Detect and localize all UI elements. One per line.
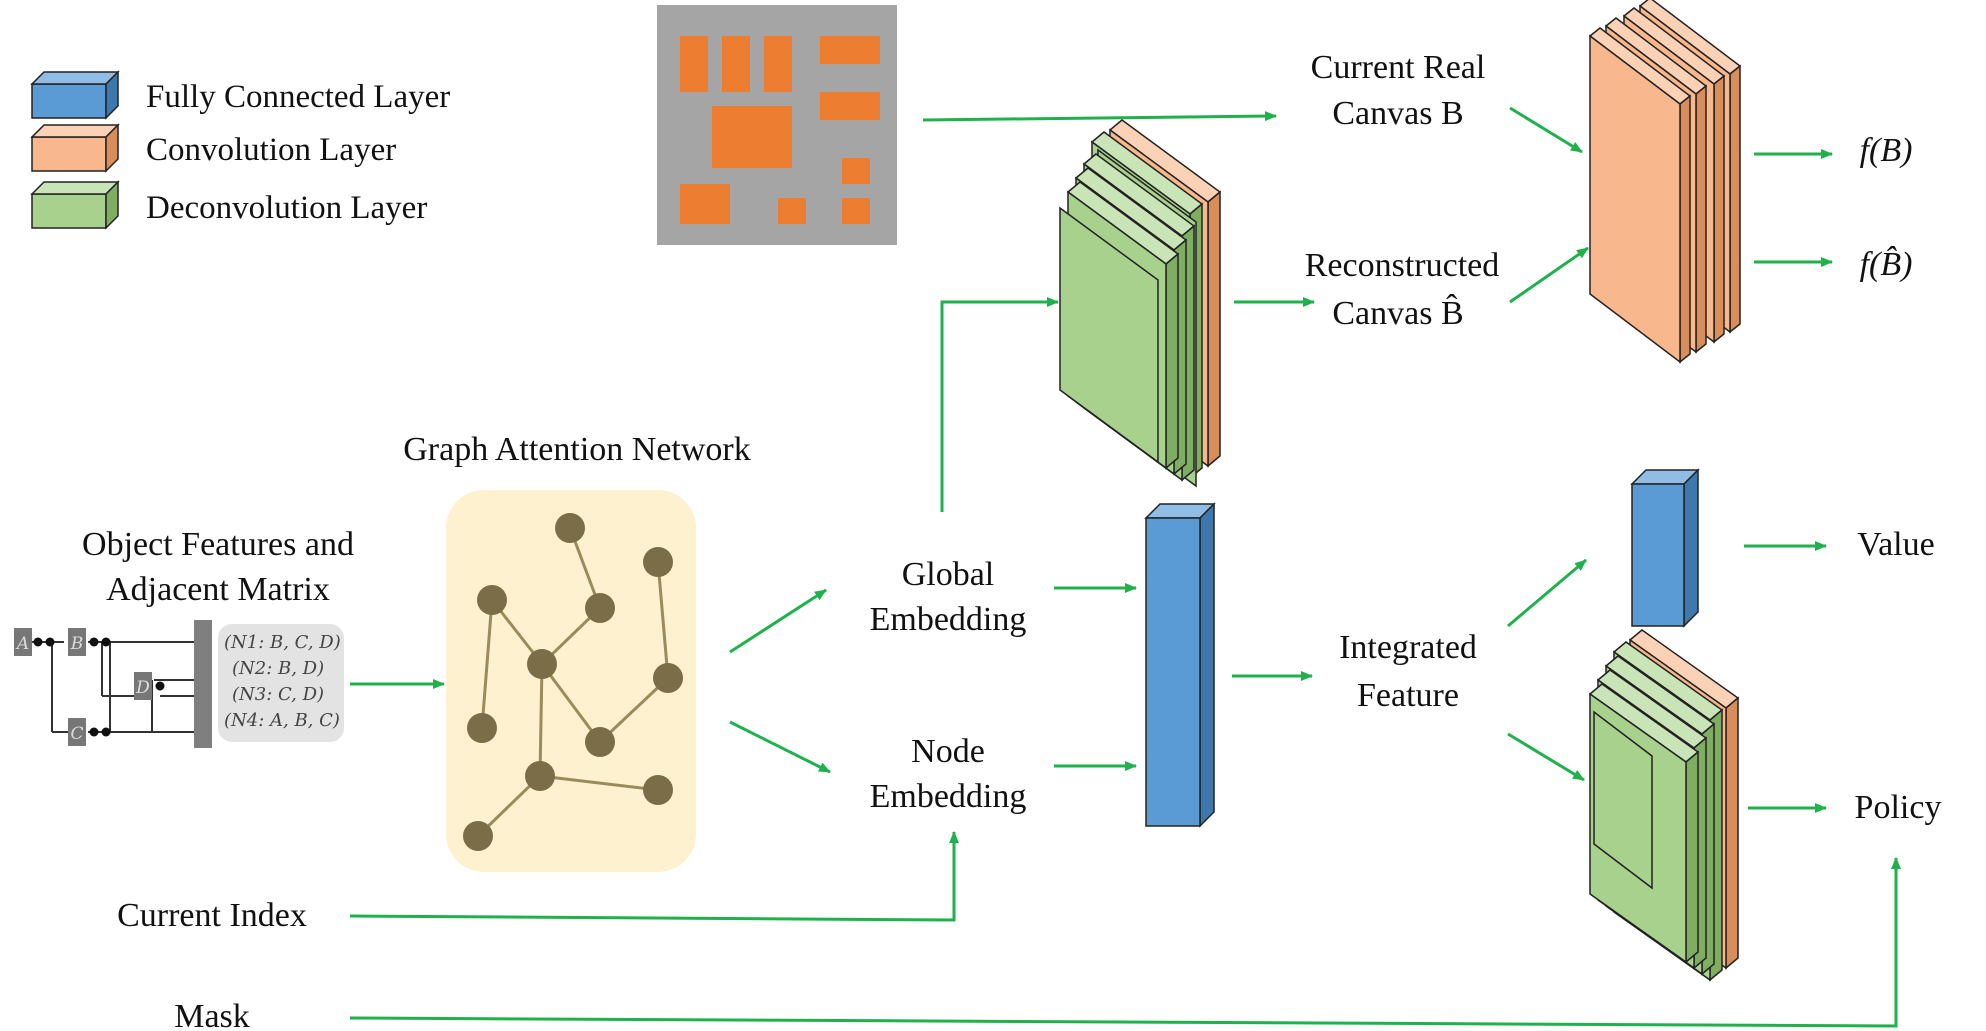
- canvas-layout-image: [657, 5, 897, 245]
- adjacency-row-2: (N2: B, D): [232, 658, 324, 679]
- deconv-stack-top: [1059, 119, 1222, 488]
- adjacency-row-3: (N3: C, D): [232, 684, 324, 705]
- matrix-node-c: C: [68, 718, 86, 746]
- current-index-label: Current Index: [117, 897, 307, 934]
- adjacency-row-4: (N4: A, B, C): [224, 710, 340, 731]
- gat-title: Graph Attention Network: [403, 431, 751, 468]
- value-output-label: Value: [1857, 526, 1934, 563]
- fc-layer-value: [1630, 468, 1700, 628]
- fc-layer-middle: [1144, 502, 1216, 828]
- adjacency-row-1: (N1: B, C, D): [224, 632, 341, 653]
- reconstructed-canvas-label-line1: Reconstructed: [1305, 247, 1500, 284]
- arrow-gat-to-node: [729, 720, 831, 774]
- arrow-global-to-deconv: [940, 297, 1059, 512]
- output-f-recon: f(B̂): [1860, 245, 1913, 283]
- integrated-feature-label-line2: Feature: [1357, 677, 1459, 714]
- legend-conv-label: Convolution Layer: [146, 132, 396, 168]
- svg-text:A: A: [15, 634, 29, 654]
- legend-conv-swatch: [30, 123, 120, 173]
- object-features-label-line1: Object Features and: [82, 526, 354, 563]
- node-embedding-label-line2: Embedding: [870, 778, 1027, 815]
- arrow-mask-to-policy: [349, 857, 1901, 1028]
- legend: Fully Connected Layer Convolution Layer …: [30, 70, 450, 230]
- legend-deconv-swatch: [30, 180, 120, 230]
- svg-text:C: C: [70, 724, 83, 744]
- arrow-recon-to-conv: [1509, 246, 1589, 304]
- policy-output-label: Policy: [1855, 789, 1942, 826]
- gat-graph: [446, 490, 696, 872]
- svg-text:D: D: [135, 678, 150, 698]
- matrix-node-a: A: [14, 628, 32, 656]
- matrix-node-d: D: [134, 672, 152, 700]
- arrow-gat-to-global: [729, 588, 827, 654]
- conv-stack-right: [1588, 0, 1742, 364]
- mask-label: Mask: [174, 998, 250, 1031]
- arrow-index-to-node: [349, 831, 959, 922]
- circuit-graph: A B C D: [14, 620, 212, 748]
- arrow-integrated-to-value: [1507, 558, 1587, 628]
- node-embedding-label-line1: Node: [911, 733, 985, 770]
- object-features-label-line2: Adjacent Matrix: [106, 571, 330, 608]
- global-embedding-label-line1: Global: [902, 556, 995, 593]
- arrow-integrated-to-policy: [1507, 732, 1585, 782]
- arrow-real-to-conv: [1509, 106, 1583, 154]
- flow-arrows: [349, 106, 1901, 1028]
- integrated-feature-label-line1: Integrated: [1339, 629, 1477, 666]
- svg-text:B: B: [70, 634, 84, 654]
- global-embedding-label-line2: Embedding: [870, 601, 1027, 638]
- adjacency-list: (N1: B, C, D) (N2: B, D) (N3: C, D) (N4:…: [218, 624, 344, 742]
- arrow-canvas-to-real: [922, 111, 1277, 122]
- current-canvas-label-line2: Canvas B: [1332, 95, 1463, 132]
- deconv-stack-policy: [1588, 629, 1740, 982]
- matrix-node-b: B: [68, 628, 86, 656]
- reconstructed-canvas-label-line2: Canvas B̂: [1332, 293, 1463, 332]
- legend-fc-swatch: [30, 70, 120, 120]
- current-canvas-label-line1: Current Real: [1311, 49, 1486, 86]
- legend-deconv-label: Deconvolution Layer: [146, 190, 427, 226]
- output-f-real: f(B): [1860, 132, 1913, 169]
- legend-fc-label: Fully Connected Layer: [146, 79, 450, 115]
